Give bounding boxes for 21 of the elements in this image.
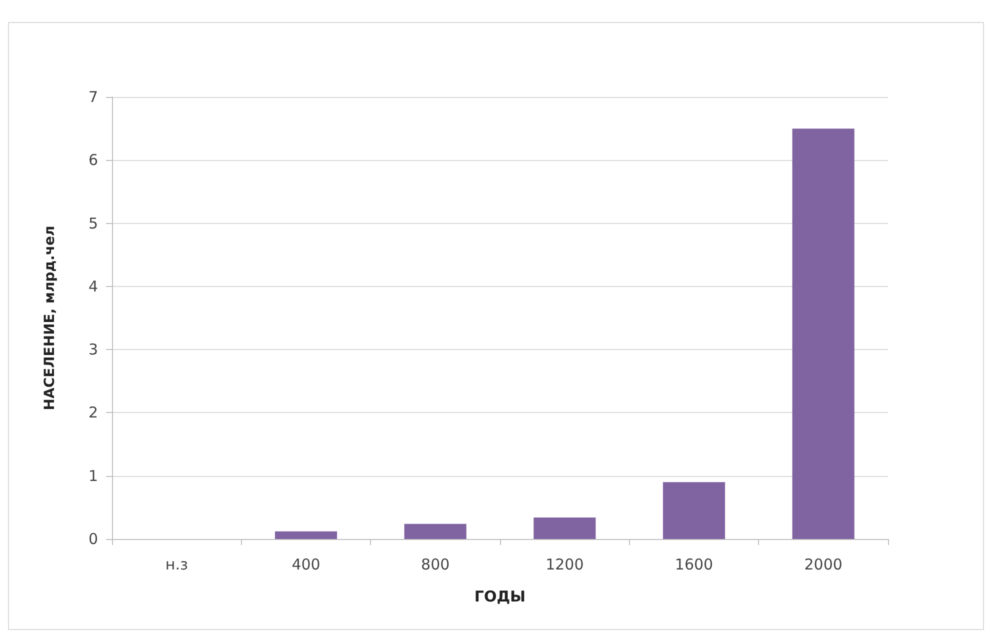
bar (662, 482, 726, 539)
bar (792, 128, 854, 539)
x-tick-label: 1600 (674, 556, 714, 574)
y-axis-title: НАСЕЛЕНИЕ, млрд.чел (42, 226, 58, 410)
x-tick-label: н.з (165, 556, 188, 574)
bar (534, 518, 596, 539)
y-tick-label: 7 (88, 88, 98, 106)
x-tick-label: 2000 (804, 556, 842, 574)
bar (274, 531, 338, 539)
y-tick-label: 6 (88, 151, 98, 170)
bar (404, 524, 466, 539)
x-tick-label: 400 (292, 556, 320, 574)
x-axis-title: ГОДЫ (474, 588, 526, 606)
y-tick-label: 3 (88, 340, 98, 359)
x-tick-label: 1200 (546, 556, 584, 574)
y-tick-label: 2 (88, 404, 98, 422)
y-tick-label: 4 (88, 277, 98, 296)
y-tick-label: 0 (88, 530, 98, 548)
y-tick-label: 5 (88, 214, 98, 232)
y-tick-label: 1 (88, 466, 98, 485)
x-tick-label: 800 (421, 556, 450, 574)
